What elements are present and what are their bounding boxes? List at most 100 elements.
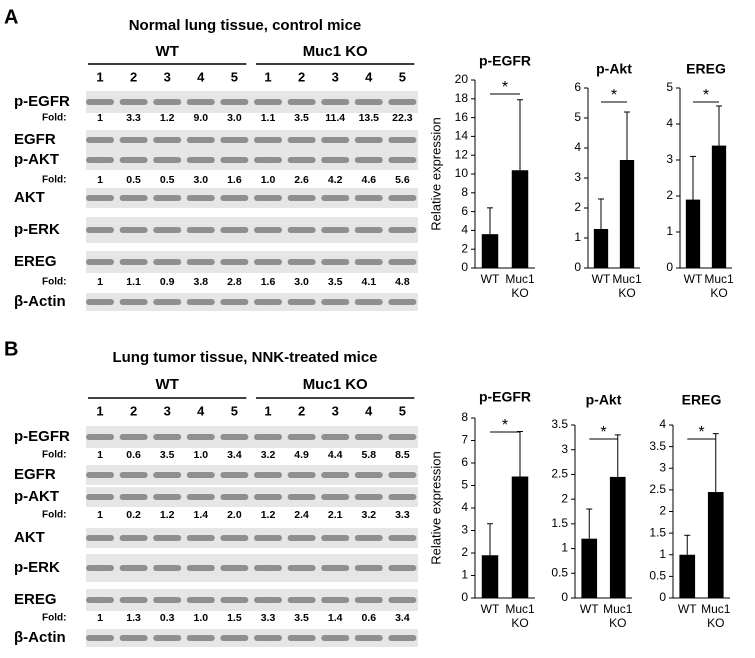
blot-band bbox=[153, 494, 182, 500]
fold-value: 1 bbox=[97, 276, 103, 288]
blot-band bbox=[388, 535, 417, 541]
blot-strip bbox=[86, 426, 418, 448]
y-tick-label: 4 bbox=[461, 500, 468, 514]
y-tick-label: 6 bbox=[461, 204, 468, 218]
blot-band bbox=[354, 157, 383, 163]
blot-band bbox=[220, 137, 249, 143]
blot-band bbox=[388, 597, 417, 603]
blot-band bbox=[254, 157, 282, 163]
blot-strip bbox=[86, 293, 418, 311]
blot-band bbox=[321, 535, 350, 541]
blot-band bbox=[388, 227, 417, 233]
blot-band bbox=[287, 597, 316, 603]
fold-value: 3.3 bbox=[261, 612, 276, 624]
y-tick-label: 1 bbox=[659, 547, 666, 561]
blot-band bbox=[354, 99, 383, 105]
blot-band bbox=[220, 535, 249, 541]
blot-band bbox=[186, 195, 215, 201]
blot-band bbox=[321, 434, 350, 440]
bar bbox=[593, 229, 609, 268]
error-bar bbox=[586, 508, 593, 539]
blot-band bbox=[153, 565, 182, 571]
y-tick-label: 5 bbox=[574, 110, 581, 124]
fold-value: 2.0 bbox=[227, 509, 242, 521]
y-tick-label: 3 bbox=[659, 460, 666, 474]
blot-band bbox=[119, 434, 148, 440]
panel-letter: A bbox=[4, 6, 18, 28]
blot-band bbox=[86, 137, 114, 143]
blot-band bbox=[321, 195, 350, 201]
blot-band bbox=[254, 195, 282, 201]
blot-band bbox=[388, 299, 417, 305]
blot-band bbox=[354, 227, 383, 233]
blot-band bbox=[287, 535, 316, 541]
fold-value: 3.5 bbox=[328, 276, 343, 288]
blot-strip bbox=[86, 629, 418, 647]
fold-value: 1.3 bbox=[126, 612, 141, 624]
blot-strip bbox=[86, 465, 418, 485]
y-tick-label: 7 bbox=[461, 433, 468, 447]
blot-band bbox=[254, 535, 282, 541]
fold-value: 1.1 bbox=[126, 276, 141, 288]
bar bbox=[711, 145, 727, 268]
blot-strip bbox=[86, 487, 418, 507]
x-tick-label: WT bbox=[580, 602, 599, 616]
fold-value: 3.5 bbox=[294, 112, 309, 124]
bar bbox=[511, 476, 529, 598]
y-tick-label: 8 bbox=[461, 410, 468, 424]
bar bbox=[685, 199, 701, 268]
fold-value: 5.6 bbox=[395, 174, 410, 186]
fold-label: Fold: bbox=[42, 613, 66, 624]
lane-label: 4 bbox=[365, 403, 373, 418]
blot-band bbox=[86, 472, 114, 478]
significance-star: * bbox=[698, 424, 704, 441]
fold-value: 1 bbox=[97, 509, 103, 521]
blot-band bbox=[287, 259, 316, 265]
blot-band bbox=[119, 157, 148, 163]
blot-band bbox=[86, 157, 114, 163]
y-tick-label: 0 bbox=[574, 260, 581, 274]
blot-band bbox=[186, 494, 215, 500]
fold-value: 1.0 bbox=[193, 449, 208, 461]
blot-band bbox=[153, 137, 182, 143]
blot-band bbox=[354, 565, 383, 571]
panel-letter: B bbox=[4, 338, 18, 360]
y-tick-label: 14 bbox=[455, 129, 469, 143]
fold-value: 3.0 bbox=[193, 174, 208, 186]
y-tick-label: 6 bbox=[461, 455, 468, 469]
blot-strip bbox=[86, 130, 418, 150]
blot-band bbox=[220, 494, 249, 500]
y-tick-label: 1.5 bbox=[551, 516, 568, 530]
y-tick-label: 0.5 bbox=[649, 569, 666, 583]
blot-band bbox=[119, 597, 148, 603]
fold-value: 3.0 bbox=[227, 112, 242, 124]
fold-value: 3.8 bbox=[193, 276, 208, 288]
blot-band bbox=[354, 137, 383, 143]
chart-title: p-Akt bbox=[596, 61, 632, 77]
fold-label: Fold: bbox=[42, 510, 66, 521]
blot-band bbox=[354, 259, 383, 265]
lane-label: 1 bbox=[264, 69, 271, 84]
chart-title: EREG bbox=[682, 392, 722, 408]
blot-band bbox=[388, 137, 417, 143]
blot-band bbox=[388, 99, 417, 105]
fold-label: Fold: bbox=[42, 277, 66, 288]
blot-band bbox=[287, 227, 316, 233]
blot-band bbox=[287, 99, 316, 105]
lane-label: 3 bbox=[164, 403, 171, 418]
error-bar bbox=[487, 523, 493, 556]
blot-band bbox=[220, 597, 249, 603]
fold-value: 1.6 bbox=[227, 174, 242, 186]
x-tick-label: Muc1 KO bbox=[701, 602, 731, 630]
blot-band bbox=[86, 227, 114, 233]
blot-strip bbox=[86, 188, 418, 208]
fold-value: 4.8 bbox=[395, 276, 410, 288]
lane-label: 1 bbox=[264, 403, 271, 418]
blot-band bbox=[119, 472, 148, 478]
y-tick-label: 3.5 bbox=[551, 417, 568, 431]
fold-value: 3.4 bbox=[395, 612, 410, 624]
row-label: β-Actin bbox=[14, 293, 66, 310]
blot-band bbox=[254, 494, 282, 500]
blot-band bbox=[186, 535, 215, 541]
lane-label: 4 bbox=[197, 69, 205, 84]
